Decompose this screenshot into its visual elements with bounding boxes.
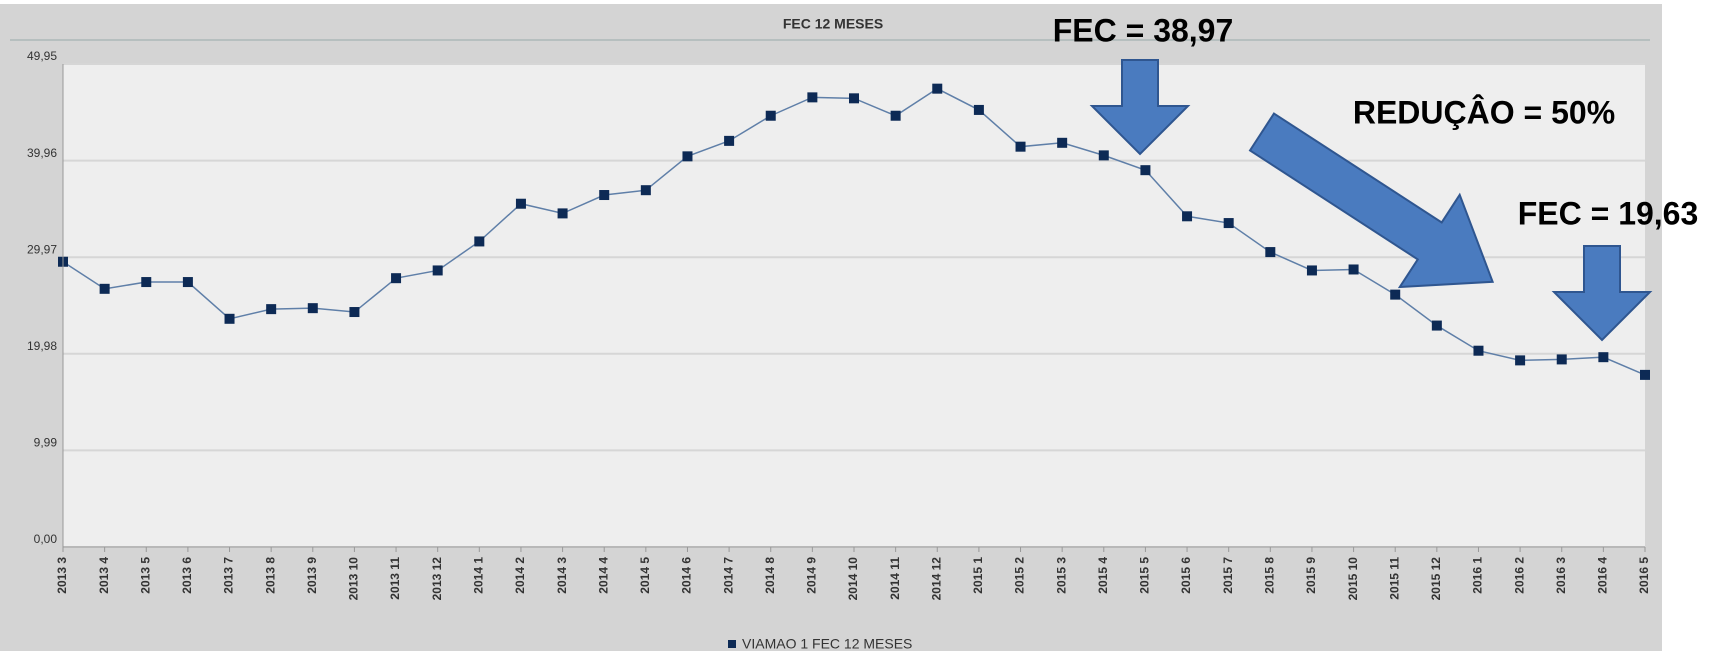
x-tick-label: 2015 1 [971, 557, 985, 594]
point [724, 135, 735, 146]
x-tick-label: 2013 3 [55, 557, 69, 594]
annotation: FEC = 38,97 [1053, 12, 1234, 48]
y-tick-label: 9,99 [34, 436, 58, 450]
x-tick-label: 2015 11 [1387, 557, 1401, 600]
x-tick-label: 2014 3 [555, 557, 569, 594]
point [1140, 165, 1151, 176]
arrows [1089, 59, 1653, 342]
x-tick-label: 2015 6 [1179, 557, 1193, 594]
x-tick-label: 2013 8 [263, 557, 277, 594]
point [182, 277, 193, 288]
chart-title: FEC 12 MESES [783, 16, 883, 32]
point [1640, 369, 1650, 380]
plot-area [63, 64, 1645, 547]
x-tick-label: 2015 7 [1221, 557, 1235, 594]
x-tick-label: 2014 7 [721, 557, 735, 594]
x-tick-label: 2015 4 [1096, 557, 1110, 594]
x-tick-label: 2014 6 [680, 557, 694, 594]
point [1223, 218, 1234, 229]
y-tick-label: 39,96 [27, 146, 57, 160]
x-tick-label: 2014 8 [763, 557, 777, 594]
y-tick-label: 29,97 [27, 242, 57, 256]
x-tick-label: 2014 10 [846, 557, 860, 601]
legend-marker [728, 640, 736, 648]
annotation: REDUÇÂO = 50% [1353, 94, 1615, 130]
x-tick-label: 2014 2 [513, 557, 527, 594]
x-tick-label: 2016 1 [1471, 557, 1485, 594]
x-tick-label: 2015 8 [1262, 557, 1276, 594]
x-tick-label: 2014 5 [638, 557, 652, 594]
x-tick-label: 2013 4 [97, 557, 111, 594]
point [557, 208, 568, 219]
point [932, 83, 943, 94]
x-tick-label: 2013 11 [388, 557, 402, 600]
x-tick-label: 2016 4 [1596, 557, 1610, 594]
legend-label: VIAMAO 1 FEC 12 MESES [742, 636, 912, 651]
point [1015, 141, 1026, 152]
point [1265, 247, 1276, 258]
x-tick-label: 2013 12 [430, 557, 444, 601]
point [391, 273, 402, 284]
point [307, 303, 318, 314]
y-tick-label: 0,00 [34, 532, 58, 546]
x-tick-label: 2016 5 [1637, 557, 1651, 594]
x-tick-label: 2014 12 [929, 557, 943, 601]
point [266, 304, 277, 315]
x-tick-label: 2014 4 [596, 557, 610, 594]
x-tick-label: 2015 5 [1138, 557, 1152, 594]
point [682, 151, 693, 162]
point [973, 104, 984, 115]
point [640, 185, 651, 196]
point [1431, 320, 1442, 331]
point [1598, 352, 1609, 363]
point [474, 236, 485, 247]
point [1098, 150, 1109, 161]
point [515, 198, 526, 209]
point [99, 283, 110, 294]
x-tick-label: 2015 3 [1054, 557, 1068, 594]
point [141, 277, 152, 288]
point [224, 313, 235, 324]
point [890, 110, 901, 121]
point [1348, 264, 1359, 275]
point [1182, 211, 1193, 222]
y-tick-label: 49,95 [27, 49, 57, 63]
x-tick-label: 2013 5 [138, 557, 152, 594]
point [1473, 345, 1484, 356]
x-tick-label: 2015 10 [1346, 557, 1360, 601]
x-tick-label: 2013 6 [180, 557, 194, 594]
point [432, 265, 443, 276]
arrow-down [1551, 245, 1653, 342]
point [1057, 137, 1068, 148]
point [1515, 355, 1526, 366]
x-tick-label: 2016 2 [1512, 557, 1526, 594]
x-tick-label: 2014 1 [471, 557, 485, 594]
x-tick-label: 2015 12 [1429, 557, 1443, 601]
point [807, 92, 818, 103]
point [1390, 289, 1401, 300]
arrow-down [1089, 59, 1191, 156]
x-tick-label: 2015 9 [1304, 557, 1318, 594]
point [1556, 354, 1567, 365]
point [849, 93, 859, 104]
point [765, 110, 776, 121]
point [349, 307, 360, 318]
x-tick-label: 2013 7 [222, 557, 236, 594]
x-tick-label: 2015 2 [1013, 557, 1027, 594]
point [599, 190, 610, 201]
arrow-diagonal [1248, 112, 1495, 289]
x-tick-label: 2014 11 [888, 557, 902, 600]
y-tick-label: 19,98 [27, 339, 57, 353]
x-tick-label: 2013 10 [347, 557, 361, 601]
x-tick-label: 2014 9 [805, 557, 819, 594]
x-tick-label: 2013 9 [305, 557, 319, 594]
point [1306, 265, 1317, 276]
x-tick-label: 2016 3 [1554, 557, 1568, 594]
annotation: FEC = 19,63 [1518, 195, 1699, 231]
